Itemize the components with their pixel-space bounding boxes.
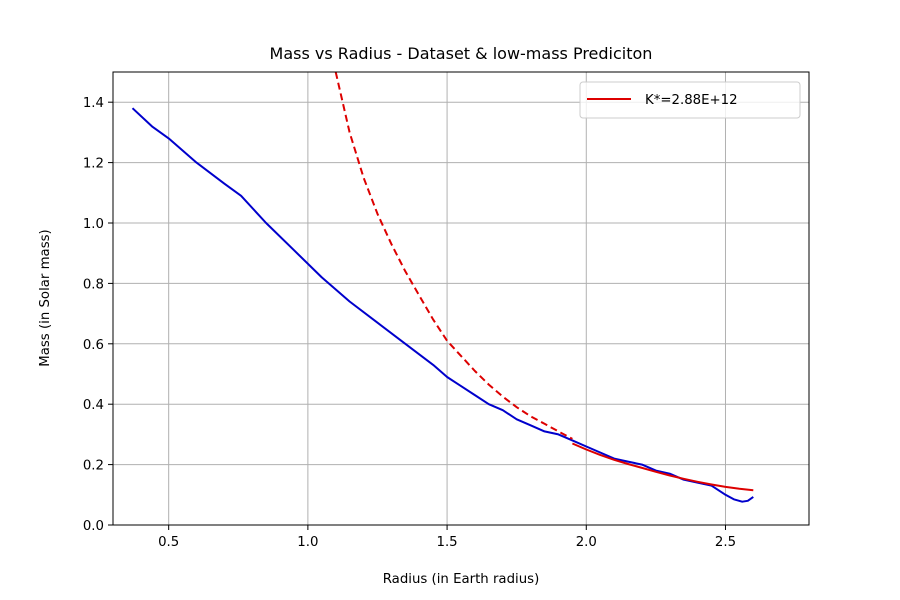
y-tick-label: 0.2	[83, 459, 104, 474]
y-tick-label: 0.4	[83, 398, 104, 413]
y-axis-label: Mass (in Solar mass)	[38, 229, 53, 367]
grid	[113, 72, 809, 526]
x-tick-label: 2.0	[576, 535, 597, 550]
axis-ticks: 0.5 1.0 1.5 2.0 2.5 0.0 0.2 0.4 0.6 0.8 1.0 1.2 1.4	[83, 96, 736, 550]
x-tick-label: 1.0	[297, 535, 318, 550]
y-tick-label: 1.0	[83, 217, 104, 232]
y-tick-label: 0.6	[83, 338, 104, 353]
legend-box	[579, 81, 801, 119]
prediction-fit-line	[572, 442, 754, 492]
x-tick-label: 2.5	[715, 535, 736, 550]
legend: K*=2.88E+12	[579, 81, 801, 119]
chart-title: Mass vs Radius - Dataset & low-mass Pred…	[270, 44, 653, 63]
x-axis-label: Radius (in Earth radius)	[383, 572, 540, 587]
plot-lines	[131, 72, 754, 503]
y-tick-label: 1.2	[83, 157, 104, 172]
x-tick-label: 0.5	[158, 535, 179, 550]
prediction-dashed-line	[334, 72, 573, 440]
y-tick-label: 0.8	[83, 277, 104, 292]
y-tick-label: 1.4	[83, 96, 104, 111]
x-tick-label: 1.5	[437, 535, 458, 550]
plot-frame	[112, 71, 810, 526]
y-tick-label: 0.0	[83, 519, 104, 534]
legend-entry-label: K*=2.88E+12	[645, 93, 738, 108]
